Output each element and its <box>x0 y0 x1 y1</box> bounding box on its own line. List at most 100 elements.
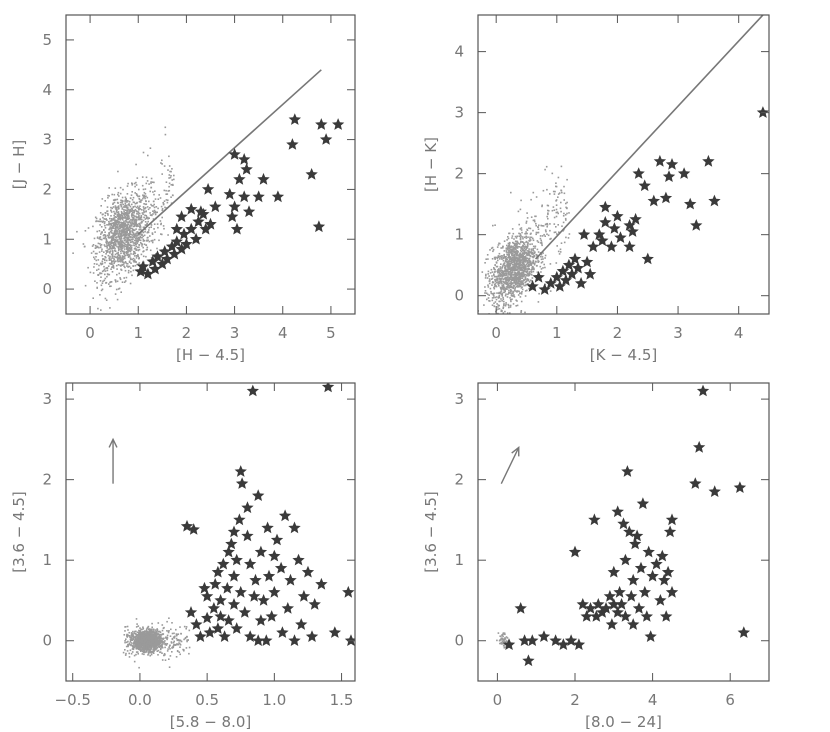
background-point <box>484 292 486 294</box>
background-point <box>142 206 145 208</box>
background-point <box>156 647 159 649</box>
background-point <box>136 631 139 634</box>
background-point <box>516 263 519 266</box>
background-point <box>103 218 105 220</box>
background-point <box>111 271 114 273</box>
background-point <box>527 236 529 238</box>
background-point <box>497 259 499 262</box>
background-point <box>528 273 531 275</box>
background-point <box>145 642 148 644</box>
background-point <box>494 257 496 260</box>
background-point <box>187 639 189 641</box>
background-point <box>524 267 526 270</box>
background-point <box>117 249 120 252</box>
background-point <box>544 229 547 231</box>
yso-star <box>556 264 570 277</box>
background-point <box>516 244 518 246</box>
background-point <box>143 191 146 194</box>
x-tick-label: 3 <box>673 324 683 342</box>
y-tick-label: 4 <box>454 43 464 61</box>
background-point <box>105 243 108 245</box>
background-point <box>127 246 129 249</box>
background-point <box>143 637 145 639</box>
background-point <box>555 200 557 202</box>
background-point <box>547 234 550 237</box>
yso-star <box>252 489 265 501</box>
background-point <box>147 220 149 223</box>
background-point <box>128 203 130 205</box>
background-point <box>104 221 106 223</box>
background-point <box>518 272 521 275</box>
background-point <box>101 198 104 200</box>
background-point <box>118 256 121 259</box>
background-point <box>544 283 547 286</box>
yso-star <box>242 205 256 218</box>
background-point <box>123 277 125 279</box>
background-point <box>511 254 513 257</box>
background-point <box>151 622 153 625</box>
background-point <box>143 649 145 651</box>
background-point <box>140 218 143 221</box>
background-point <box>119 242 122 244</box>
background-point <box>147 218 149 220</box>
background-point <box>503 304 505 306</box>
background-point <box>533 219 536 221</box>
background-point <box>112 267 115 269</box>
background-point <box>511 274 513 276</box>
background-point <box>133 632 135 635</box>
background-point <box>171 647 174 649</box>
background-point <box>157 649 160 652</box>
background-point <box>115 236 117 238</box>
background-point <box>136 239 138 242</box>
yso-star <box>286 138 299 150</box>
background-point <box>133 252 135 255</box>
background-point <box>150 638 153 641</box>
background-point <box>109 243 111 245</box>
background-point <box>114 232 116 235</box>
background-point <box>487 286 490 288</box>
background-point <box>507 286 509 289</box>
background-point <box>525 220 528 223</box>
background-point <box>541 225 543 227</box>
background-point <box>125 218 128 221</box>
background-point <box>514 259 517 261</box>
background-point <box>143 630 146 632</box>
background-point <box>549 229 551 232</box>
background-point <box>508 256 510 258</box>
background-point <box>502 273 504 275</box>
background-point <box>537 301 540 303</box>
background-point <box>502 307 504 310</box>
background-point <box>129 219 132 221</box>
background-point <box>104 273 106 276</box>
background-point <box>134 192 136 194</box>
background-point <box>135 239 137 241</box>
yso-star <box>203 626 216 638</box>
background-point <box>119 204 122 206</box>
background-point <box>131 223 134 225</box>
background-point <box>112 217 115 220</box>
background-point <box>150 636 153 638</box>
background-point <box>130 270 132 273</box>
background-point <box>127 635 129 637</box>
background-point <box>123 224 126 227</box>
background-point <box>509 312 511 314</box>
background-point <box>160 222 162 225</box>
background-point <box>164 133 167 136</box>
background-point <box>510 253 513 255</box>
yso-star <box>292 553 305 566</box>
background-point <box>137 648 140 651</box>
background-point <box>512 258 514 260</box>
background-point <box>533 268 535 271</box>
background-point <box>98 237 101 240</box>
background-point <box>516 291 518 293</box>
background-point <box>146 644 148 647</box>
background-point <box>137 263 140 266</box>
background-point <box>503 240 506 242</box>
background-point <box>135 630 137 633</box>
yso-star <box>207 602 220 614</box>
yso-star <box>619 553 632 566</box>
x-axis-label: [K − 4.5] <box>590 346 658 364</box>
background-point <box>124 212 127 214</box>
